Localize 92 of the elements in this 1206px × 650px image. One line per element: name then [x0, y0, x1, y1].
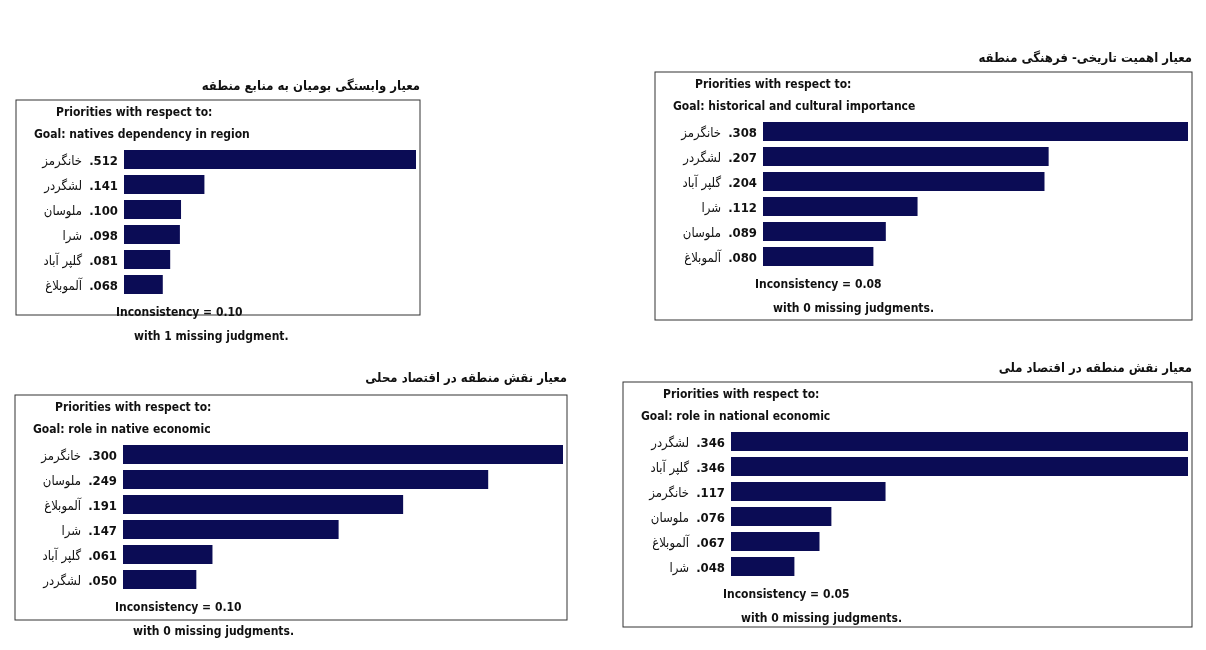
data-label: .141	[89, 178, 118, 193]
text: Inconsistency = 0.05	[723, 587, 850, 601]
data-label: .308	[728, 125, 757, 140]
data-label: .100	[89, 203, 118, 218]
data-label: .191	[88, 498, 117, 513]
y-tick-label: آلموبلاغ	[652, 534, 690, 551]
y-tick-label: ملوسان	[682, 225, 721, 241]
data-label: .076	[696, 510, 725, 525]
data-label: .061	[88, 548, 117, 563]
bar	[763, 222, 886, 241]
text: Inconsistency = 0.08	[755, 277, 882, 291]
y-tick-label: لشگردر	[682, 150, 721, 166]
bar	[124, 175, 205, 194]
data-label: .207	[728, 150, 757, 165]
chart-title: معیار نقش منطقه در اقتصاد ملی	[998, 360, 1192, 375]
bar	[124, 200, 182, 219]
bar	[123, 445, 563, 464]
text: Inconsistency = 0.10	[116, 305, 243, 319]
text: Goal: role in national economic	[641, 409, 831, 423]
y-tick-label: خانگرمز	[680, 125, 721, 141]
data-label: .089	[728, 225, 757, 240]
chart-subtitle: Priorities with respect to:	[56, 105, 213, 119]
bar	[763, 147, 1049, 166]
bar	[124, 275, 163, 294]
bar	[763, 172, 1045, 191]
data-label: .204	[728, 175, 757, 190]
y-tick-label: شرا	[62, 228, 82, 244]
bar	[124, 225, 180, 244]
y-tick-label: خانگرمز	[41, 153, 82, 169]
bar	[731, 557, 795, 576]
y-tick-label: لشگردر	[42, 573, 81, 589]
bar	[731, 507, 832, 526]
y-tick-label: شرا	[701, 200, 721, 216]
bar	[124, 250, 171, 269]
data-label: .346	[696, 460, 725, 475]
text: with 0 missing judgments.	[773, 301, 935, 315]
bar	[763, 122, 1188, 141]
bar	[731, 432, 1188, 451]
bar	[123, 545, 213, 564]
data-label: .147	[88, 523, 117, 538]
text: with 0 missing judgments.	[133, 624, 295, 638]
text: Goal: historical and cultural importance	[673, 99, 916, 113]
y-tick-label: لشگردر	[43, 178, 82, 194]
data-label: .080	[728, 250, 757, 265]
y-tick-label: آلموبلاغ	[44, 497, 82, 514]
chart-title: معیار نقش منطقه در اقتصاد محلی	[365, 370, 567, 385]
bar	[731, 532, 820, 551]
y-tick-label: لشگردر	[650, 435, 689, 451]
bar	[731, 482, 886, 501]
bar	[763, 247, 874, 266]
data-label: .081	[89, 253, 118, 268]
y-tick-label: شرا	[61, 523, 81, 539]
y-tick-label: ملوسان	[650, 510, 689, 526]
bar	[123, 470, 489, 489]
text: with 1 missing judgment.	[134, 329, 289, 343]
bar	[123, 570, 197, 589]
y-tick-label: گلپر آباد	[42, 547, 82, 564]
y-tick-label: گلپر آباد	[682, 174, 722, 191]
text: with 0 missing judgments.	[741, 611, 903, 625]
bar	[123, 495, 404, 514]
data-label: .098	[89, 228, 118, 243]
y-tick-label: شرا	[669, 560, 689, 576]
data-label: .048	[696, 560, 725, 575]
y-tick-label: آلموبلاغ	[45, 277, 83, 294]
data-label: .249	[88, 473, 117, 488]
chart-title: معیار اهمیت تاریخی- فرهنگی منطقه	[978, 50, 1192, 65]
y-tick-label: آلموبلاغ	[684, 249, 722, 266]
data-label: .050	[88, 573, 117, 588]
chart-subtitle: Priorities with respect to:	[695, 77, 852, 91]
data-label: .068	[89, 278, 118, 293]
data-label: .346	[696, 435, 725, 450]
y-tick-label: ملوسان	[42, 473, 81, 489]
bar	[731, 457, 1188, 476]
y-tick-label: ملوسان	[43, 203, 82, 219]
chart-subtitle: Priorities with respect to:	[55, 400, 212, 414]
bar	[123, 520, 339, 539]
chart-subtitle: Priorities with respect to:	[663, 387, 820, 401]
y-tick-label: خانگرمز	[648, 485, 689, 501]
bar	[763, 197, 918, 216]
y-tick-label: خانگرمز	[40, 448, 81, 464]
y-tick-label: گلپر آباد	[650, 459, 690, 476]
data-label: .112	[728, 200, 757, 215]
text: Goal: natives dependency in region	[34, 127, 250, 141]
data-label: .117	[696, 485, 725, 500]
data-label: .300	[88, 448, 117, 463]
bar	[124, 150, 416, 169]
text: Inconsistency = 0.10	[115, 600, 242, 614]
y-tick-label: گلپر آباد	[43, 252, 83, 269]
chart-title: معیار وابستگی بومیان به منابع منطقه	[201, 78, 420, 93]
data-label: .067	[696, 535, 725, 550]
text: Goal: role in native economic	[33, 422, 211, 436]
data-label: .512	[89, 153, 118, 168]
